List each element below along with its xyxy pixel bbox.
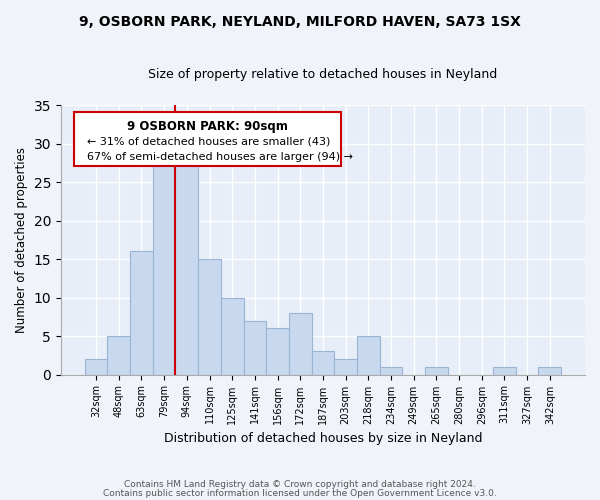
Bar (311, 352, 334, 374)
Bar (425, 367, 448, 374)
Bar (493, 367, 516, 374)
Text: ← 31% of detached houses are smaller (43): ← 31% of detached houses are smaller (43… (87, 136, 331, 146)
Bar (244, 320, 266, 374)
X-axis label: Distribution of detached houses by size in Neyland: Distribution of detached houses by size … (164, 432, 482, 445)
Bar (198, 259, 221, 374)
Text: 67% of semi-detached houses are larger (94) →: 67% of semi-detached houses are larger (… (87, 152, 353, 162)
Y-axis label: Number of detached properties: Number of detached properties (15, 147, 28, 333)
Title: Size of property relative to detached houses in Neyland: Size of property relative to detached ho… (148, 68, 497, 80)
Bar (85, 359, 107, 374)
Bar (153, 152, 175, 374)
Bar (538, 367, 561, 374)
Bar (107, 336, 130, 374)
Bar (289, 313, 311, 374)
Text: 9, OSBORN PARK, NEYLAND, MILFORD HAVEN, SA73 1SX: 9, OSBORN PARK, NEYLAND, MILFORD HAVEN, … (79, 15, 521, 29)
Bar (175, 159, 198, 374)
Bar (266, 328, 289, 374)
Text: Contains public sector information licensed under the Open Government Licence v3: Contains public sector information licen… (103, 488, 497, 498)
Bar (334, 359, 357, 374)
FancyBboxPatch shape (74, 112, 341, 166)
Bar (130, 252, 153, 374)
Bar (357, 336, 380, 374)
Text: Contains HM Land Registry data © Crown copyright and database right 2024.: Contains HM Land Registry data © Crown c… (124, 480, 476, 489)
Bar (380, 367, 403, 374)
Text: 9 OSBORN PARK: 90sqm: 9 OSBORN PARK: 90sqm (127, 120, 288, 133)
Bar (221, 298, 244, 374)
